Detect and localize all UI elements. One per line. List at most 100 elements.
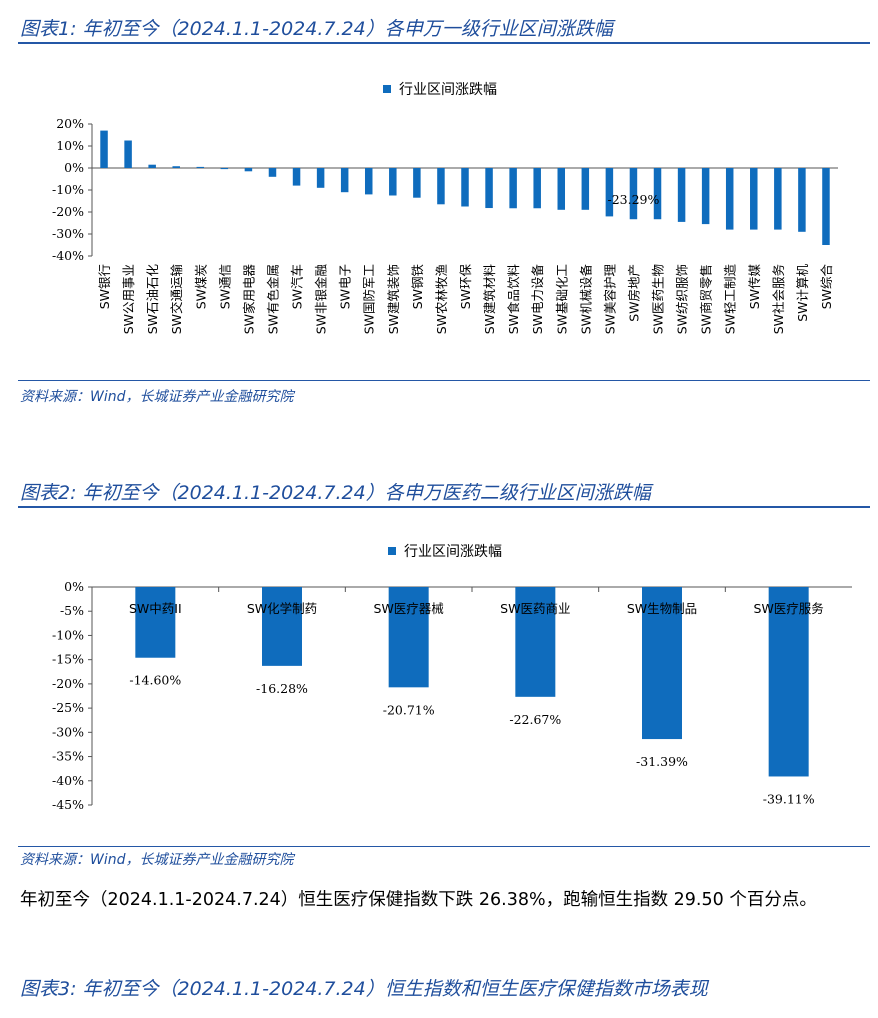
bar [413, 168, 421, 198]
y-tick-label: -5% [60, 603, 84, 618]
figure1-title: 图表1: 年初至今（2024.1.1-2024.7.24）各申万一级行业区间涨跌… [20, 18, 613, 40]
x-category-label: SW纺织服饰 [675, 264, 690, 334]
x-category-label: SW有色金属 [265, 264, 280, 334]
x-category-label: SW电力设备 [530, 264, 545, 335]
x-category-label: SW交通运输 [169, 264, 184, 335]
x-category-label: SW基础化工 [554, 264, 569, 334]
bar [629, 168, 638, 220]
x-category-label: SW房地产 [626, 264, 641, 322]
figure2-bottom-rule [18, 846, 870, 847]
y-tick-label: -10% [52, 182, 84, 197]
bar [100, 130, 108, 168]
legend-swatch [388, 547, 396, 555]
bar [268, 168, 277, 177]
x-category-label: SW化学制药 [247, 601, 317, 616]
x-category-label: SW环保 [458, 264, 473, 310]
x-category-label: SW美容护理 [602, 264, 617, 335]
x-category-label: SW计算机 [795, 264, 810, 322]
y-tick-label: -15% [52, 652, 84, 667]
y-tick-label: -30% [52, 724, 84, 739]
bar [515, 587, 556, 697]
x-category-label: SW商贸零售 [699, 264, 714, 334]
x-category-label: SW钢铁 [410, 264, 425, 310]
x-category-label: SW建筑装饰 [386, 264, 401, 334]
x-category-label: SW传媒 [747, 264, 762, 310]
figure2-top-rule [18, 506, 870, 508]
data-label: -20.71% [383, 702, 435, 717]
bar [148, 164, 156, 168]
y-tick-label: -30% [52, 226, 84, 241]
x-category-label: SW社会服务 [771, 264, 786, 334]
bar [768, 587, 809, 777]
x-category-label: SW生物制品 [627, 601, 697, 616]
bar [172, 166, 180, 168]
x-category-label: SW中药II [129, 601, 182, 616]
x-category-label: SW非银金融 [314, 264, 329, 335]
x-category-label: SW医药商业 [500, 601, 570, 616]
x-category-label: SW银行 [97, 264, 112, 309]
bar [196, 166, 205, 168]
y-tick-label: -35% [52, 749, 84, 764]
data-label: -39.11% [763, 791, 815, 806]
bar [750, 168, 758, 230]
x-category-label: SW汽车 [290, 264, 305, 309]
legend-label: 行业区间涨跌幅 [399, 82, 497, 98]
y-tick-label: 0% [64, 579, 84, 594]
figure1-legend: 行业区间涨跌幅 [383, 79, 497, 99]
bar [581, 168, 590, 210]
data-label: -16.28% [256, 681, 308, 696]
y-tick-label: 10% [56, 138, 84, 153]
figure1-top-rule [18, 42, 870, 44]
figure2-source: 资料来源：Wind，长城证券产业金融研究院 [20, 852, 294, 868]
x-category-label: SW国防军工 [362, 264, 377, 334]
x-category-label: SW家用电器 [241, 264, 256, 335]
data-label: -31.39% [636, 754, 688, 769]
y-tick-label: 0% [64, 160, 84, 175]
x-category-label: SW煤炭 [193, 264, 208, 309]
data-label: -14.60% [129, 673, 181, 688]
bar [220, 168, 229, 170]
y-tick-label: -45% [52, 797, 84, 812]
bar [316, 168, 325, 188]
x-category-label: SW公用事业 [121, 264, 136, 334]
figure2-legend: 行业区间涨跌幅 [388, 541, 502, 561]
x-category-label: SW电子 [338, 264, 353, 309]
figure2-title: 图表2: 年初至今（2024.1.1-2024.7.24）各申万医药二级行业区间… [20, 482, 651, 504]
bar [389, 168, 397, 196]
bar [485, 168, 493, 209]
x-category-label: SW农林牧渔 [434, 264, 449, 334]
data-label: -22.67% [509, 712, 561, 727]
bar [292, 168, 301, 186]
bar [798, 168, 806, 232]
figure1-source: 资料来源：Wind，长城证券产业金融研究院 [20, 389, 294, 405]
x-category-label: SW建筑材料 [482, 264, 497, 335]
bar [701, 168, 710, 225]
y-tick-label: -25% [52, 700, 84, 715]
bar [364, 168, 373, 195]
bar [124, 140, 132, 168]
y-tick-label: -40% [52, 248, 84, 263]
bar [135, 587, 176, 658]
figure1-chart: 20% 10% 0% -10% -20% -30% -40% SW银行 SW公用事业 SW石油石化… [52, 116, 838, 335]
y-tick-label: -20% [52, 204, 84, 219]
x-category-label: SW医药生物 [651, 264, 666, 334]
x-category-label: SW食品饮料 [506, 264, 521, 335]
x-category-label: SW石油石化 [145, 264, 160, 335]
x-category-label: SW综合 [819, 264, 834, 310]
figure1-bottom-rule [18, 380, 870, 381]
bar [509, 168, 517, 209]
y-tick-label: -20% [52, 676, 84, 691]
bar [605, 168, 614, 217]
x-category-label: SW通信 [217, 264, 232, 309]
bar [262, 587, 302, 666]
bar [774, 168, 782, 230]
bar [653, 168, 662, 220]
legend-swatch [383, 85, 391, 93]
x-category-label: SW医疗服务 [754, 601, 824, 616]
bar [642, 587, 682, 740]
bar [437, 168, 445, 205]
figure3-title: 图表3: 年初至今（2024.1.1-2024.7.24）恒生指数和恒生医疗保健… [20, 978, 708, 1000]
body-paragraph: 年初至今（2024.1.1-2024.7.24）恒生医疗保健指数下跌 26.38… [20, 890, 817, 910]
x-category-label: SW医疗器械 [374, 601, 445, 616]
x-category-label: SW轻工制造 [723, 264, 738, 335]
